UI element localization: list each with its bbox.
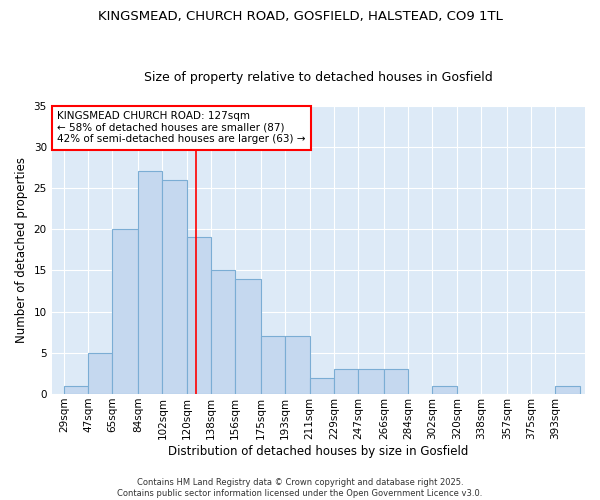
- Text: KINGSMEAD, CHURCH ROAD, GOSFIELD, HALSTEAD, CO9 1TL: KINGSMEAD, CHURCH ROAD, GOSFIELD, HALSTE…: [98, 10, 502, 23]
- Bar: [358, 370, 384, 394]
- Bar: [285, 336, 310, 394]
- Bar: [112, 229, 138, 394]
- Bar: [138, 172, 163, 394]
- Bar: [235, 278, 261, 394]
- Bar: [334, 370, 358, 394]
- Bar: [211, 270, 235, 394]
- Bar: [64, 386, 88, 394]
- Bar: [310, 378, 334, 394]
- Bar: [163, 180, 187, 394]
- Bar: [555, 386, 580, 394]
- Text: Contains HM Land Registry data © Crown copyright and database right 2025.
Contai: Contains HM Land Registry data © Crown c…: [118, 478, 482, 498]
- Y-axis label: Number of detached properties: Number of detached properties: [15, 157, 28, 343]
- Bar: [187, 238, 211, 394]
- Bar: [384, 370, 408, 394]
- Bar: [433, 386, 457, 394]
- Bar: [88, 353, 112, 394]
- Title: Size of property relative to detached houses in Gosfield: Size of property relative to detached ho…: [144, 70, 493, 84]
- Bar: [261, 336, 285, 394]
- Text: KINGSMEAD CHURCH ROAD: 127sqm
← 58% of detached houses are smaller (87)
42% of s: KINGSMEAD CHURCH ROAD: 127sqm ← 58% of d…: [57, 112, 305, 144]
- X-axis label: Distribution of detached houses by size in Gosfield: Distribution of detached houses by size …: [168, 444, 469, 458]
